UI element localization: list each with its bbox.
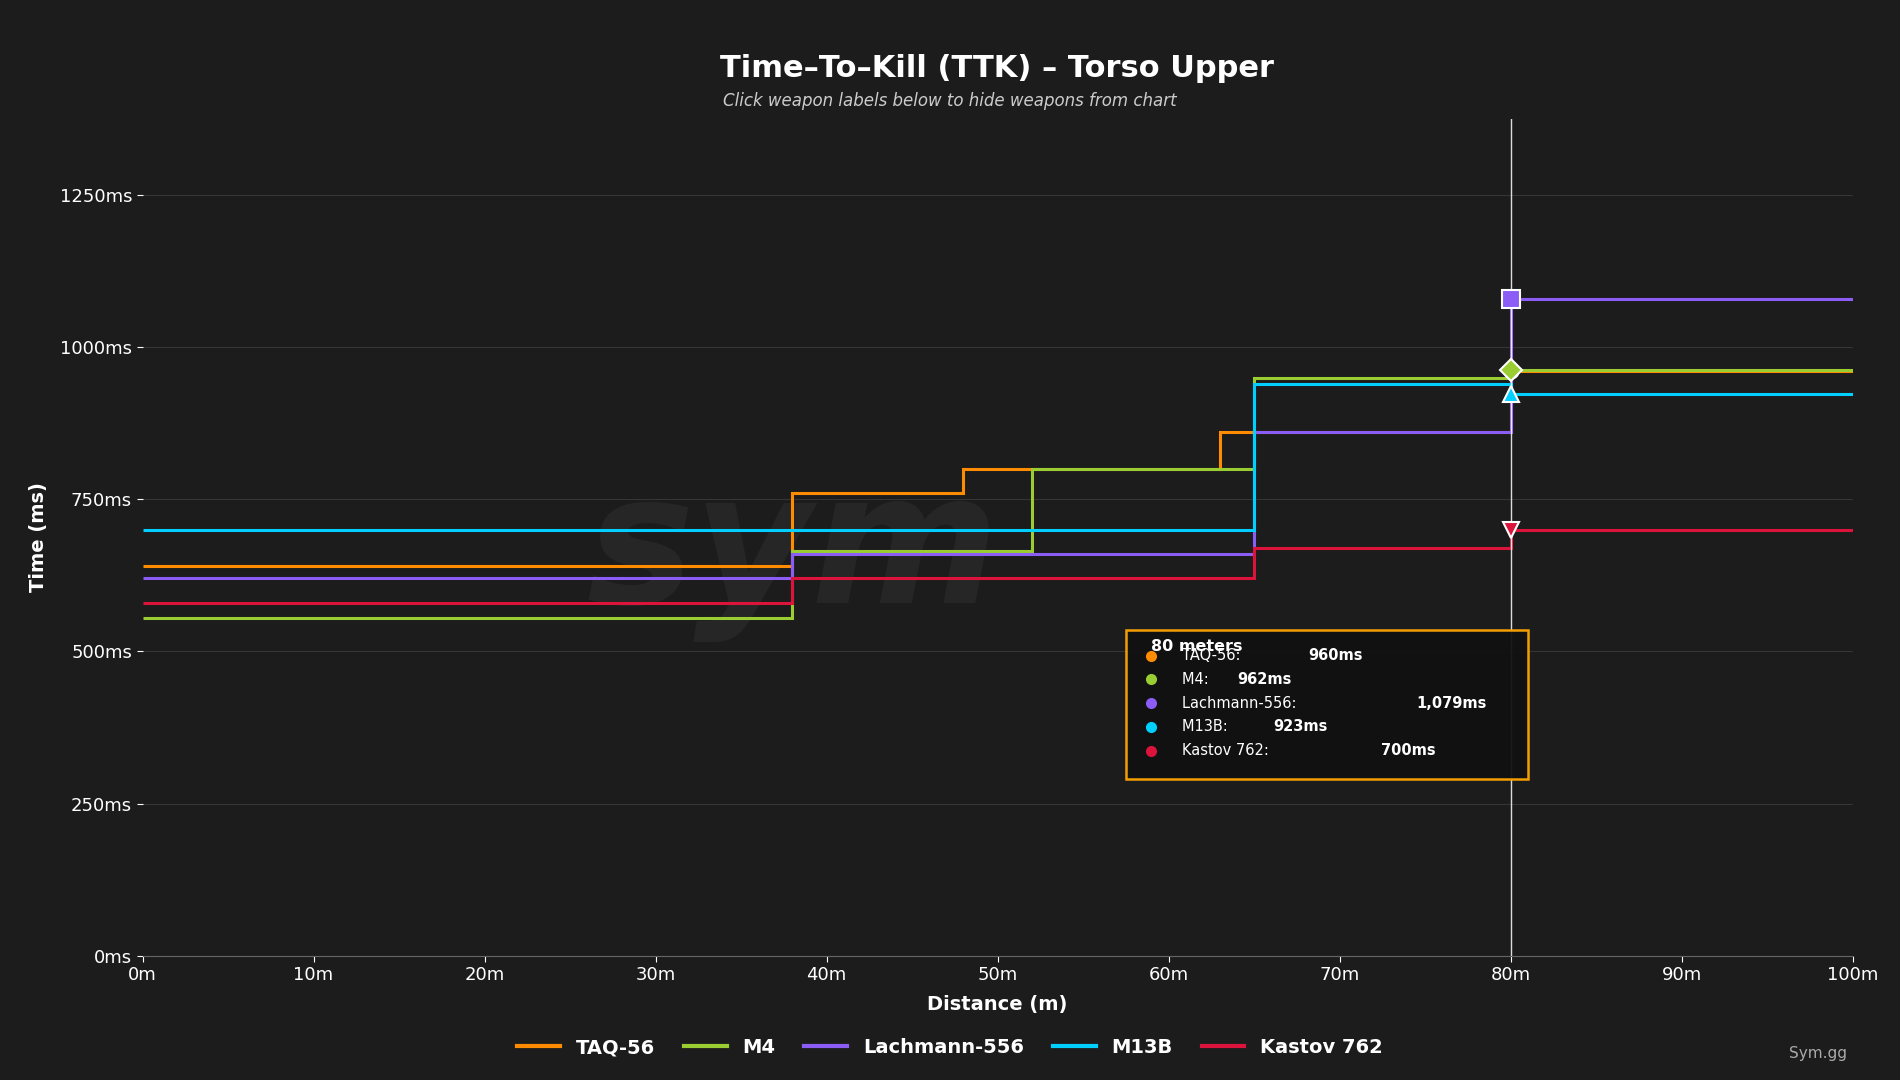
Text: M13B:: M13B: — [1182, 719, 1233, 734]
Text: M4:: M4: — [1182, 672, 1214, 687]
Text: sym: sym — [585, 467, 999, 642]
Y-axis label: Time (ms): Time (ms) — [30, 483, 49, 592]
Text: 700ms: 700ms — [1381, 743, 1434, 758]
Text: Sym.gg: Sym.gg — [1788, 1045, 1847, 1061]
Title: Time–To–Kill (TTK) – Torso Upper: Time–To–Kill (TTK) – Torso Upper — [720, 54, 1275, 83]
X-axis label: Distance (m): Distance (m) — [927, 996, 1068, 1014]
Text: 1,079ms: 1,079ms — [1417, 696, 1488, 711]
Text: 80 meters: 80 meters — [1151, 638, 1243, 653]
Text: 923ms: 923ms — [1273, 719, 1328, 734]
Text: Lachmann-556:: Lachmann-556: — [1182, 696, 1302, 711]
Text: Kastov 762:: Kastov 762: — [1182, 743, 1273, 758]
Legend: TAQ-56, M4, Lachmann-556, M13B, Kastov 762: TAQ-56, M4, Lachmann-556, M13B, Kastov 7… — [509, 1030, 1391, 1065]
Text: Click weapon labels below to hide weapons from chart: Click weapon labels below to hide weapon… — [724, 92, 1176, 110]
Text: 962ms: 962ms — [1237, 672, 1292, 687]
Text: 960ms: 960ms — [1309, 648, 1362, 663]
Text: TAQ-56:: TAQ-56: — [1182, 648, 1244, 663]
FancyBboxPatch shape — [1125, 630, 1528, 780]
